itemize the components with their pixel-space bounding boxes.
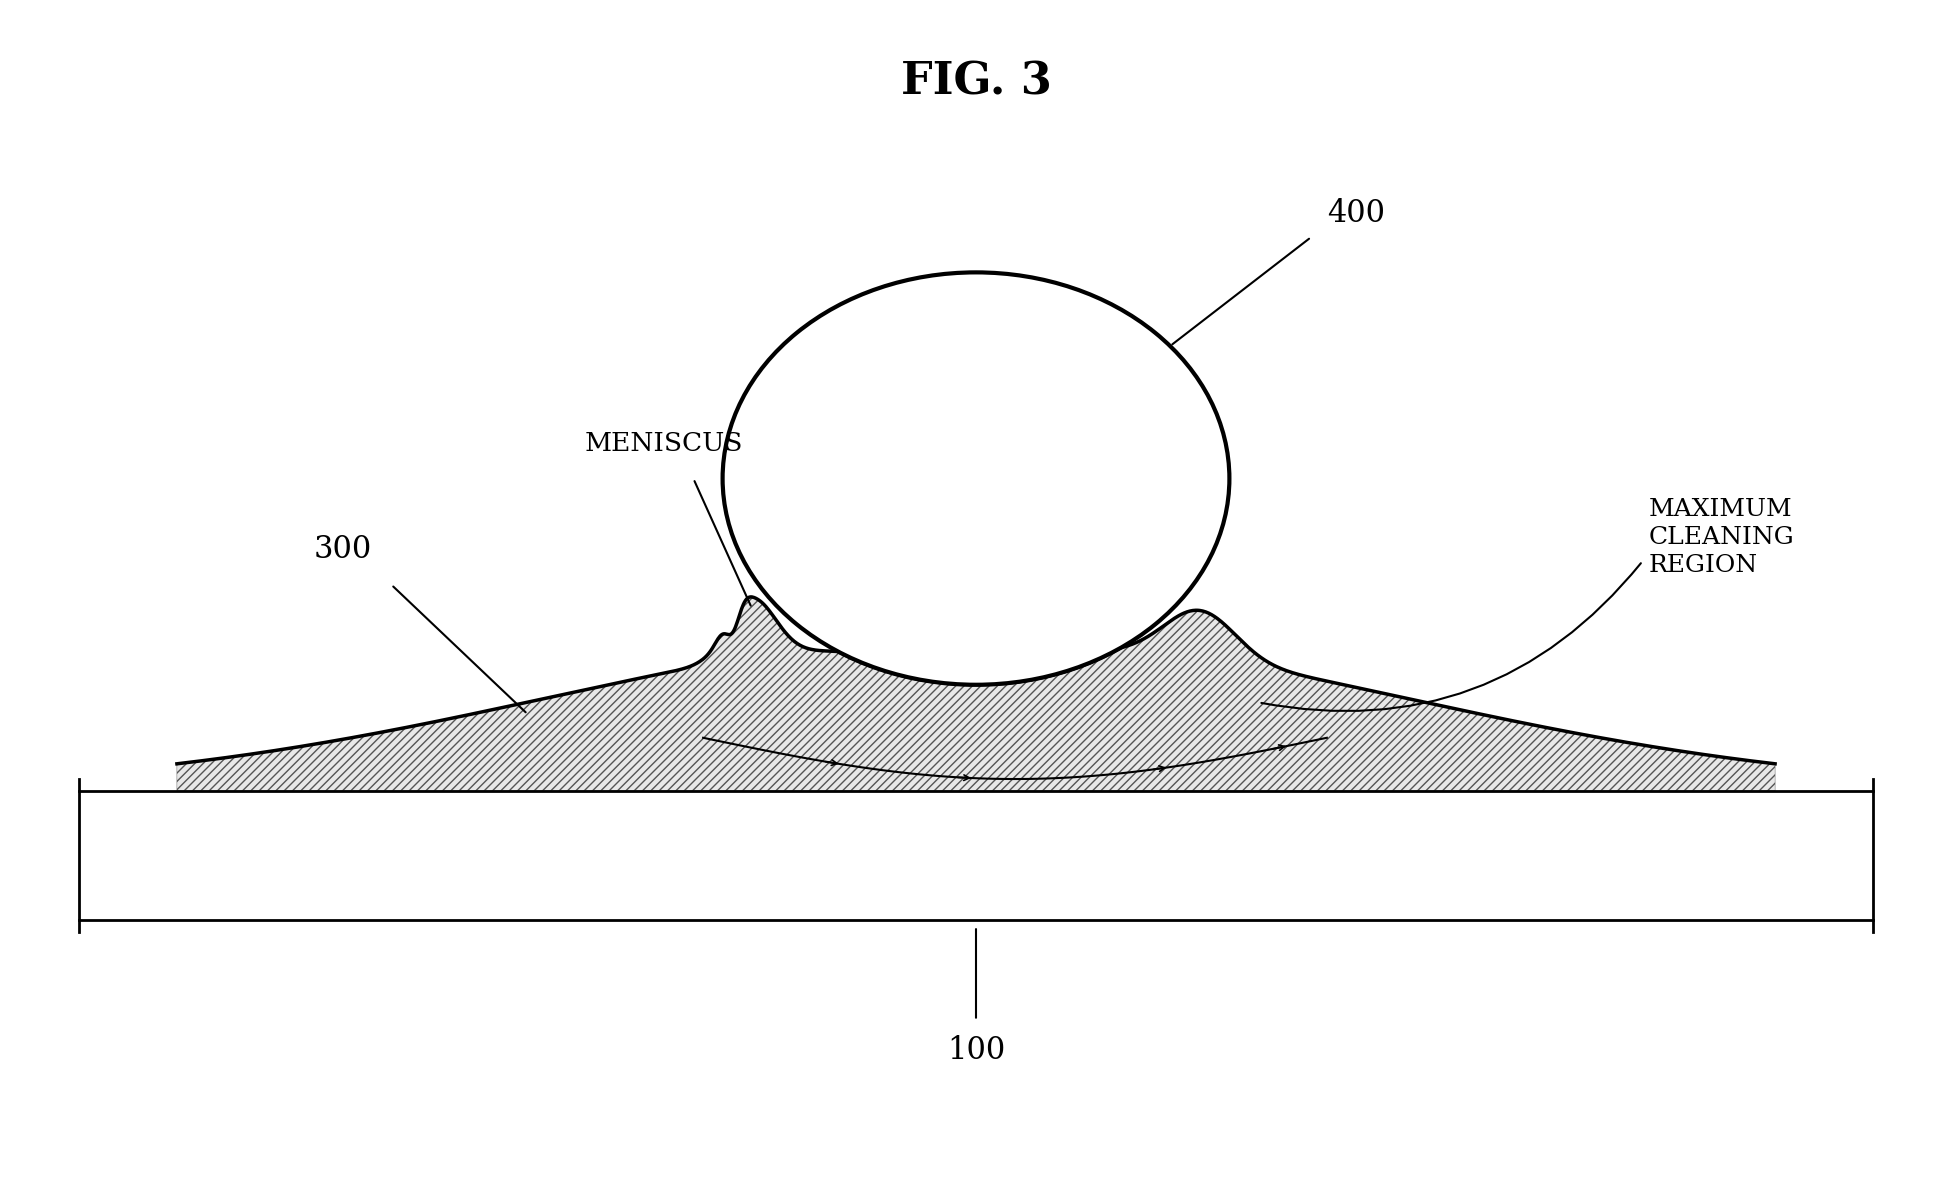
Polygon shape [178,596,1774,791]
Text: MENISCUS: MENISCUS [586,431,744,456]
Text: 300: 300 [314,534,371,565]
Ellipse shape [722,273,1230,685]
Text: FIG. 3: FIG. 3 [900,60,1052,103]
Text: 400: 400 [1327,198,1386,229]
Text: 100: 100 [947,1035,1005,1065]
Text: MAXIMUM
CLEANING
REGION: MAXIMUM CLEANING REGION [1649,497,1794,578]
